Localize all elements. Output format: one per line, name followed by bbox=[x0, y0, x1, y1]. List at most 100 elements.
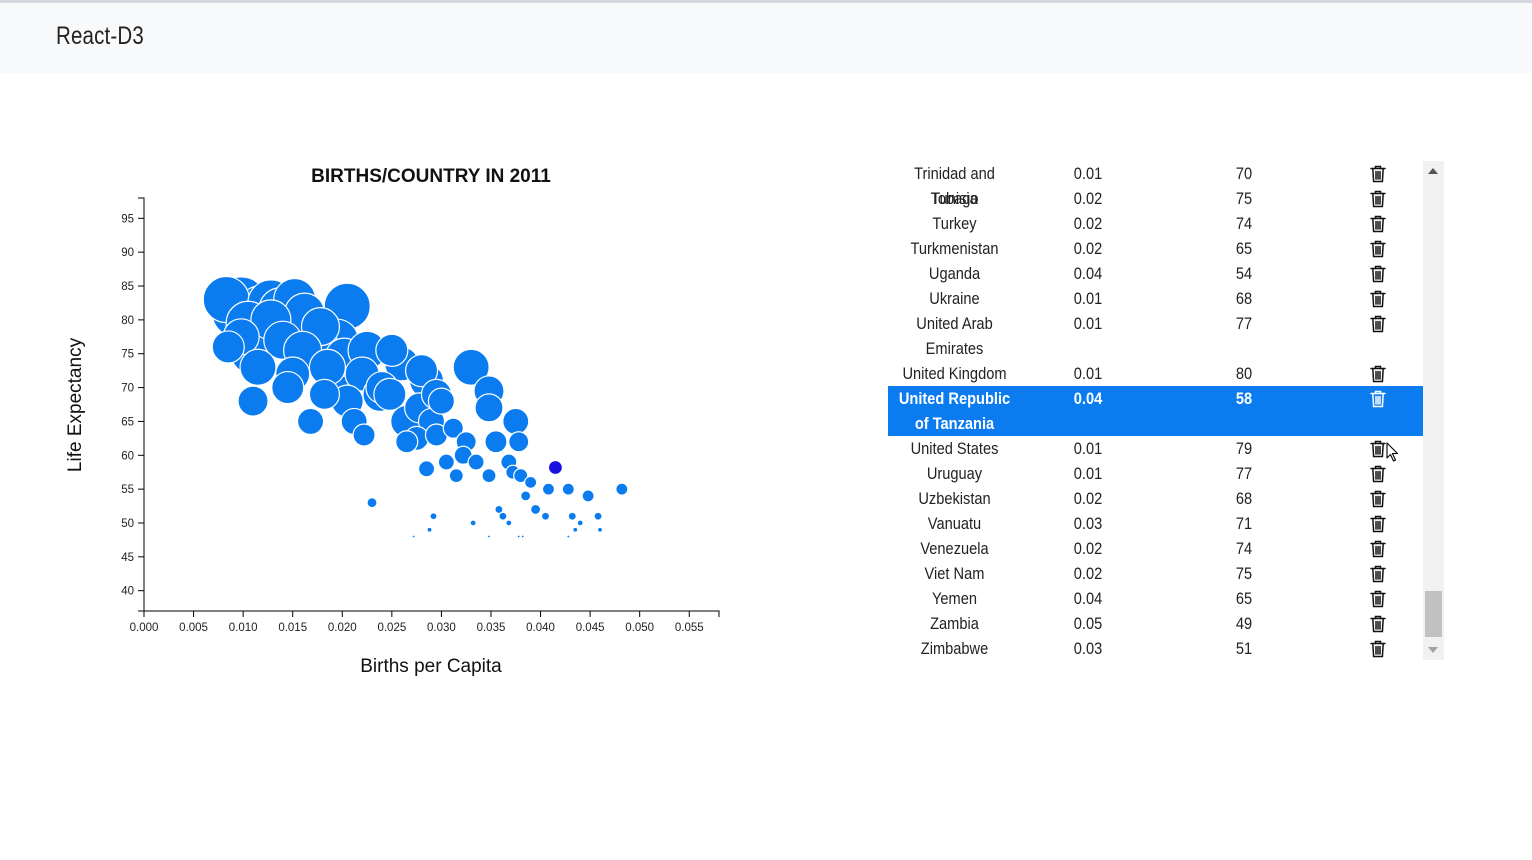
table-row[interactable]: Ukraine 0.01 68 bbox=[888, 286, 1423, 311]
country-name: Turkey bbox=[932, 214, 977, 233]
scrollbar-thumb[interactable] bbox=[1425, 591, 1442, 637]
trash-icon[interactable] bbox=[1364, 311, 1392, 336]
bubble-point[interactable] bbox=[513, 467, 529, 484]
bubble-point[interactable] bbox=[567, 511, 577, 521]
trash-icon[interactable] bbox=[1364, 511, 1392, 536]
birth-rate: 0.03 bbox=[1073, 514, 1103, 533]
bubble-point[interactable] bbox=[541, 482, 556, 496]
trash-icon[interactable] bbox=[1364, 536, 1392, 561]
trash-icon[interactable] bbox=[1364, 611, 1392, 636]
trash-icon[interactable] bbox=[1364, 186, 1392, 211]
table-row[interactable]: Uzbekistan 0.02 68 bbox=[888, 486, 1423, 511]
bubble-point[interactable] bbox=[308, 378, 341, 410]
country-table[interactable]: Trinidad and Tobago 0.01 70 Tunisia 0.02 75 … bbox=[888, 161, 1444, 660]
bubble-point[interactable] bbox=[524, 475, 538, 489]
bubble-point[interactable] bbox=[474, 393, 504, 423]
bubble-point[interactable] bbox=[375, 333, 409, 367]
scroll-up-arrow-icon[interactable] bbox=[1428, 168, 1438, 174]
x-tick: 0.005 bbox=[179, 611, 208, 634]
table-row[interactable]: Venezuela 0.02 74 bbox=[888, 536, 1423, 561]
bubble-point[interactable] bbox=[211, 330, 245, 364]
bubble-point[interactable] bbox=[520, 534, 525, 539]
table-row[interactable]: United States 0.01 79 bbox=[888, 436, 1423, 461]
trash-icon[interactable] bbox=[1364, 361, 1392, 386]
x-axis-line bbox=[143, 610, 720, 617]
bubble-point[interactable] bbox=[417, 460, 436, 478]
bubble-point[interactable] bbox=[498, 511, 508, 521]
bubble-point[interactable] bbox=[437, 453, 455, 471]
table-row[interactable]: Yemen 0.04 65 bbox=[888, 586, 1423, 611]
table-row[interactable]: United Arab Emirates 0.01 77 bbox=[888, 311, 1423, 361]
table-row[interactable]: Uruguay 0.01 77 bbox=[888, 461, 1423, 486]
bubble-point[interactable] bbox=[581, 489, 595, 503]
bubble-point[interactable] bbox=[520, 490, 532, 502]
bubble-point[interactable] bbox=[469, 519, 477, 527]
table-row[interactable]: Zimbabwe 0.03 51 bbox=[888, 636, 1423, 660]
trash-icon[interactable] bbox=[1364, 211, 1392, 236]
bubble-point[interactable] bbox=[373, 377, 407, 411]
bubble-point[interactable] bbox=[352, 423, 376, 447]
trash-icon[interactable] bbox=[1364, 386, 1392, 411]
bubble-point[interactable] bbox=[395, 430, 419, 454]
table-row[interactable]: Tunisia 0.02 75 bbox=[888, 186, 1423, 211]
birth-rate: 0.02 bbox=[1073, 189, 1103, 208]
bubble-point[interactable] bbox=[505, 519, 513, 527]
table-row-selected[interactable]: United Republic of Tanzania 0.04 58 bbox=[888, 386, 1423, 436]
trash-icon[interactable] bbox=[1364, 286, 1392, 311]
bubble-point[interactable] bbox=[494, 504, 504, 515]
table-row[interactable]: United Kingdom 0.01 80 bbox=[888, 361, 1423, 386]
bubble-point[interactable] bbox=[296, 407, 325, 436]
bubble-point[interactable] bbox=[411, 534, 416, 539]
trash-icon[interactable] bbox=[1364, 586, 1392, 611]
bubble-point[interactable] bbox=[448, 467, 464, 484]
bubble-point[interactable] bbox=[481, 467, 497, 484]
bubble-point[interactable] bbox=[484, 430, 508, 454]
navbar-brand[interactable]: React-D3 bbox=[56, 22, 144, 50]
bubble-point[interactable] bbox=[508, 431, 530, 453]
table-row[interactable]: Viet Nam 0.02 75 bbox=[888, 561, 1423, 586]
bubble-point[interactable] bbox=[426, 526, 433, 533]
bubble-point[interactable] bbox=[404, 354, 439, 388]
trash-icon[interactable] bbox=[1364, 461, 1392, 486]
trash-icon[interactable] bbox=[1364, 436, 1392, 461]
table-row[interactable]: Zambia 0.05 49 bbox=[888, 611, 1423, 636]
bubble-point[interactable] bbox=[366, 497, 378, 509]
trash-icon[interactable] bbox=[1364, 261, 1392, 286]
bubble-point[interactable] bbox=[502, 407, 530, 436]
bubble-point[interactable] bbox=[429, 512, 438, 521]
bubble-point[interactable] bbox=[576, 519, 584, 527]
table-row[interactable]: Uganda 0.04 54 bbox=[888, 261, 1423, 286]
bubble-point[interactable] bbox=[427, 387, 456, 415]
bubble-point[interactable] bbox=[561, 482, 575, 496]
bubble-point[interactable] bbox=[452, 348, 490, 386]
table-row[interactable]: Vanuatu 0.03 71 bbox=[888, 511, 1423, 536]
trash-icon[interactable] bbox=[1364, 561, 1392, 586]
bubble-point[interactable] bbox=[615, 482, 629, 496]
bubble-point[interactable] bbox=[596, 526, 604, 533]
x-tick-label: 0.015 bbox=[278, 622, 307, 634]
trash-icon[interactable] bbox=[1364, 636, 1392, 660]
table-row[interactable]: Trinidad and Tobago 0.01 70 bbox=[888, 161, 1423, 208]
bubble-point[interactable] bbox=[566, 534, 571, 539]
bubble-point[interactable] bbox=[486, 534, 492, 539]
bubble-point[interactable] bbox=[239, 348, 277, 386]
bubble-point[interactable] bbox=[572, 526, 579, 533]
scroll-down-arrow-icon[interactable] bbox=[1428, 647, 1438, 653]
table-row[interactable]: Turkmenistan 0.02 65 bbox=[888, 236, 1423, 261]
trash-icon[interactable] bbox=[1364, 486, 1392, 511]
bubble-point[interactable] bbox=[593, 511, 603, 521]
table-row[interactable]: Turkey 0.02 74 bbox=[888, 211, 1423, 236]
bubble-point[interactable] bbox=[540, 511, 551, 521]
bubble-point[interactable] bbox=[237, 385, 269, 417]
birth-rate: 0.01 bbox=[1073, 164, 1103, 183]
table-scrollbar[interactable] bbox=[1423, 161, 1444, 660]
bubble-point[interactable] bbox=[467, 453, 485, 471]
scatter-chart: BIRTHS/COUNTRY IN 2011 0.000 0.005 0.010 0.… bbox=[65, 166, 720, 677]
bubble-point[interactable] bbox=[516, 534, 521, 539]
bubble-point[interactable] bbox=[529, 503, 542, 516]
bubble-point[interactable] bbox=[442, 417, 464, 439]
trash-icon[interactable] bbox=[1364, 161, 1392, 186]
bubble-point-highlighted[interactable] bbox=[547, 459, 564, 476]
trash-icon[interactable] bbox=[1364, 236, 1392, 261]
bubble-point[interactable] bbox=[271, 370, 305, 405]
